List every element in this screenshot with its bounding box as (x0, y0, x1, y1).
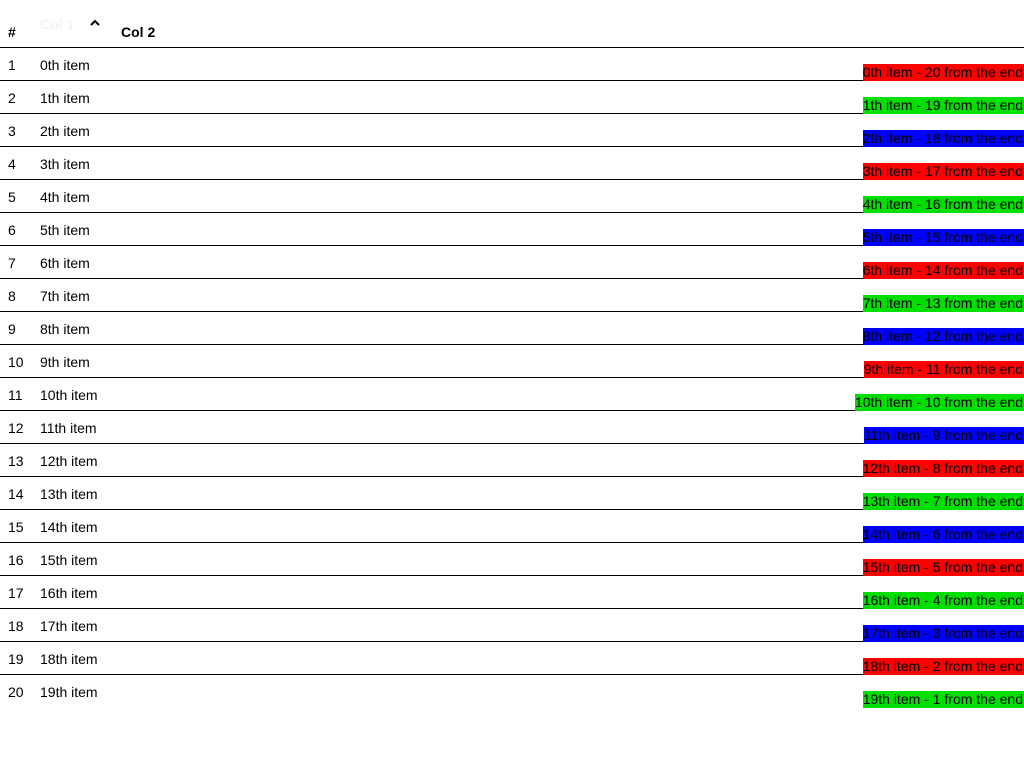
table-row[interactable]: 4 3th item 3th item - 17 from the end (0, 147, 1024, 180)
row-index: 15 (8, 519, 24, 535)
table-row[interactable]: 2 1th item 1th item - 19 from the end (0, 81, 1024, 114)
row-index: 20 (8, 684, 24, 700)
row-col-1: 2th item (40, 123, 90, 139)
table-header-row: # Col 1 Col 2 (0, 0, 1024, 48)
row-index: 2 (8, 90, 16, 106)
header-col-2[interactable]: Col 2 (121, 24, 156, 40)
data-table: # Col 1 Col 2 1 0th item 0th item - 20 fro… (0, 0, 1024, 708)
row-col-2-badge: 12th item - 8 from the end (862, 460, 1024, 477)
table-row[interactable]: 10 9th item 9th item - 11 from the end (0, 345, 1024, 378)
row-index: 4 (8, 156, 16, 172)
table-row[interactable]: 7 6th item 6th item - 14 from the end (0, 246, 1024, 279)
table-row[interactable]: 1 0th item 0th item - 20 from the end (0, 48, 1024, 81)
table-row[interactable]: 17 16th item 16th item - 4 from the end (0, 576, 1024, 609)
chevron-up-icon[interactable] (87, 15, 103, 31)
row-index: 19 (8, 651, 24, 667)
row-index: 9 (8, 321, 16, 337)
row-col-1: 1th item (40, 90, 90, 106)
row-col-2-badge: 11th item - 9 from the end (863, 427, 1024, 444)
table-row[interactable]: 12 11th item 11th item - 9 from the end (0, 411, 1024, 444)
row-index: 7 (8, 255, 16, 271)
row-index: 13 (8, 453, 24, 469)
row-index: 1 (8, 57, 16, 73)
row-col-1: 9th item (40, 354, 90, 370)
chevron-up-icon-graphic (90, 19, 100, 26)
row-index: 18 (8, 618, 24, 634)
table-row[interactable]: 11 10th item 10th item - 10 from the end (0, 378, 1024, 411)
row-col-2-badge: 3th item - 17 from the end (862, 163, 1024, 180)
row-col-2-badge: 15th item - 5 from the end (862, 559, 1024, 576)
row-col-2-badge: 17th item - 3 from the end (862, 625, 1024, 642)
row-col-1: 18th item (40, 651, 98, 667)
row-index: 17 (8, 585, 24, 601)
table-row[interactable]: 19 18th item 18th item - 2 from the end (0, 642, 1024, 675)
row-col-1: 16th item (40, 585, 98, 601)
row-col-2-badge: 6th item - 14 from the end (862, 262, 1024, 279)
row-col-1: 14th item (40, 519, 98, 535)
row-col-2-badge: 4th item - 16 from the end (862, 196, 1024, 213)
table-row[interactable]: 16 15th item 15th item - 5 from the end (0, 543, 1024, 576)
row-col-1: 10th item (40, 387, 98, 403)
table-row[interactable]: 3 2th item 2th item - 18 from the end (0, 114, 1024, 147)
table-row[interactable]: 8 7th item 7th item - 13 from the end (0, 279, 1024, 312)
row-col-1: 5th item (40, 222, 90, 238)
row-col-2-badge: 19th item - 1 from the end (862, 691, 1024, 708)
row-index: 14 (8, 486, 24, 502)
row-col-2-badge: 10th item - 10 from the end (854, 394, 1024, 411)
row-col-2-badge: 14th item - 6 from the end (862, 526, 1024, 543)
table-row[interactable]: 20 19th item 19th item - 1 from the end (0, 675, 1024, 708)
row-col-1: 6th item (40, 255, 90, 271)
row-col-2-badge: 18th item - 2 from the end (862, 658, 1024, 675)
row-col-1: 4th item (40, 189, 90, 205)
table-body: 1 0th item 0th item - 20 from the end 2 1th … (0, 48, 1024, 708)
header-index: # (8, 24, 16, 40)
header-col-1[interactable]: Col 1 (40, 16, 75, 32)
row-index: 11 (8, 387, 23, 403)
row-index: 6 (8, 222, 16, 238)
table-row[interactable]: 15 14th item 14th item - 6 from the end (0, 510, 1024, 543)
row-col-2-badge: 16th item - 4 from the end (862, 592, 1024, 609)
row-index: 12 (8, 420, 24, 436)
row-col-1: 19th item (40, 684, 98, 700)
table-row[interactable]: 13 12th item 12th item - 8 from the end (0, 444, 1024, 477)
table-row[interactable]: 9 8th item 8th item - 12 from the end (0, 312, 1024, 345)
row-col-1: 8th item (40, 321, 90, 337)
row-col-1: 15th item (40, 552, 98, 568)
row-index: 8 (8, 288, 16, 304)
row-index: 5 (8, 189, 16, 205)
row-index: 10 (8, 354, 24, 370)
row-index: 16 (8, 552, 24, 568)
row-col-2-badge: 1th item - 19 from the end (862, 97, 1024, 114)
row-col-1: 13th item (40, 486, 98, 502)
table-row[interactable]: 5 4th item 4th item - 16 from the end (0, 180, 1024, 213)
row-col-2-badge: 5th item - 15 from the end (862, 229, 1024, 246)
row-col-1: 12th item (40, 453, 98, 469)
table-row[interactable]: 14 13th item 13th item - 7 from the end (0, 477, 1024, 510)
row-col-1: 0th item (40, 57, 90, 73)
row-col-1: 3th item (40, 156, 90, 172)
row-col-2-badge: 9th item - 11 from the end (863, 361, 1024, 378)
row-col-1: 17th item (40, 618, 98, 634)
row-col-2-badge: 0th item - 20 from the end (862, 64, 1024, 81)
row-col-2-badge: 8th item - 12 from the end (862, 328, 1024, 345)
row-col-1: 11th item (40, 420, 97, 436)
row-col-2-badge: 2th item - 18 from the end (862, 130, 1024, 147)
row-col-2-badge: 7th item - 13 from the end (862, 295, 1024, 312)
row-index: 3 (8, 123, 16, 139)
table-row[interactable]: 6 5th item 5th item - 15 from the end (0, 213, 1024, 246)
row-col-2-badge: 13th item - 7 from the end (862, 493, 1024, 510)
table-row[interactable]: 18 17th item 17th item - 3 from the end (0, 609, 1024, 642)
row-col-1: 7th item (40, 288, 90, 304)
